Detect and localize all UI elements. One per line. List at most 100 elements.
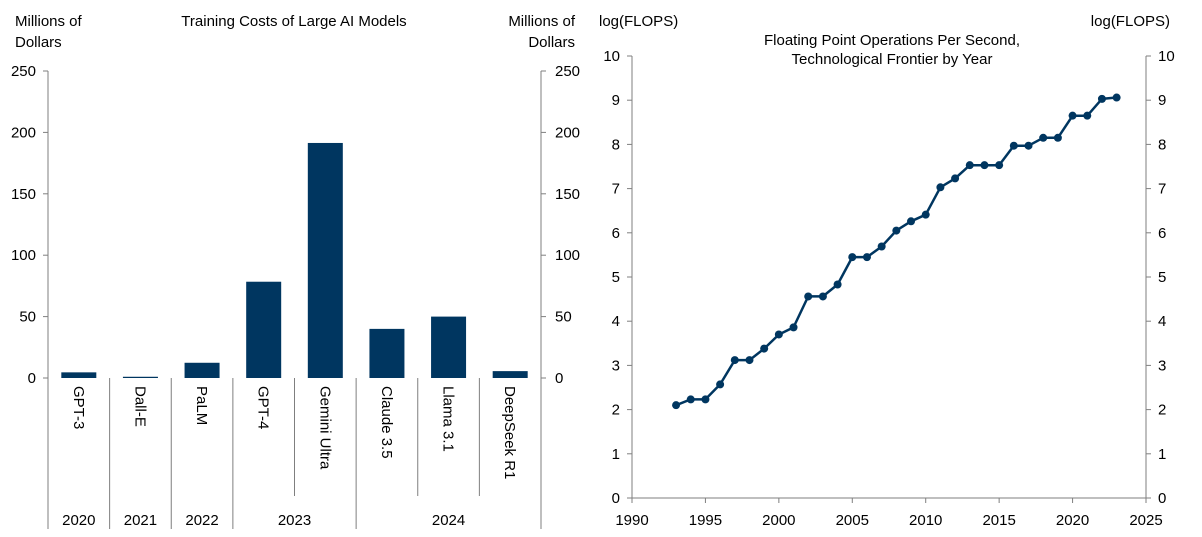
bar-year-label: 2021	[124, 512, 157, 529]
bar-left-tick-label: 0	[28, 370, 36, 387]
line-right-tick-label: 6	[1158, 225, 1166, 242]
bar	[369, 328, 405, 378]
bar-year-label: 2024	[432, 512, 465, 529]
bar-left-tick-label: 200	[11, 124, 36, 141]
flops-data-point	[995, 161, 1004, 170]
flops-data-point	[716, 380, 725, 389]
line-left-tick-label: 0	[612, 490, 620, 507]
line-left-tick-label: 9	[612, 92, 620, 109]
line-x-tick-label: 1995	[689, 512, 722, 529]
flops-data-point	[760, 344, 769, 353]
bar-category-label: DeepSeek R1	[501, 386, 518, 479]
flops-data-point	[1053, 133, 1062, 142]
flops-data-point	[745, 356, 754, 365]
line-right-tick-label: 4	[1158, 313, 1166, 330]
flops-data-point	[848, 253, 857, 262]
bar-category-label: Dall-E	[131, 386, 148, 427]
line-x-tick-label: 1990	[615, 512, 648, 529]
bar	[184, 362, 220, 378]
line-right-tick-label: 3	[1158, 357, 1166, 374]
flops-data-point	[1068, 111, 1077, 120]
flops-data-point	[1097, 94, 1106, 103]
bar	[122, 376, 158, 378]
bar-category-label: Claude 3.5	[378, 386, 395, 459]
flops-data-point	[774, 330, 783, 339]
line-left-tick-label: 3	[612, 357, 620, 374]
flops-data-point	[907, 217, 916, 226]
flops-data-point	[1009, 141, 1018, 150]
bar-year-label: 2023	[278, 512, 311, 529]
line-left-tick-label: 10	[603, 48, 620, 65]
bar-category-label: Gemini Ultra	[316, 386, 333, 470]
flops-data-point	[862, 253, 871, 262]
flops-data-point	[936, 183, 945, 192]
bar-category-label: GPT-4	[255, 386, 272, 429]
bar-category-label: GPT-3	[70, 386, 87, 429]
flops-data-point	[877, 242, 886, 251]
bar	[61, 372, 97, 378]
line-x-tick-label: 2000	[762, 512, 795, 529]
flops-data-point	[804, 292, 813, 301]
flops-data-point	[921, 210, 930, 219]
line-x-tick-label: 2025	[1129, 512, 1162, 529]
line-right-tick-label: 1	[1158, 446, 1166, 463]
line-left-tick-label: 1	[612, 446, 620, 463]
line-right-tick-label: 0	[1158, 490, 1166, 507]
line-right-tick-label: 7	[1158, 181, 1166, 198]
flops-data-point	[892, 226, 901, 235]
line-x-tick-label: 2005	[836, 512, 869, 529]
bar-chart: 0 0 50 50 100 100 150 150 200 200 250 250 GPT-3 Dall-…	[11, 63, 580, 529]
line-chart-title-line2: Technological Frontier by Year	[792, 51, 993, 68]
flops-data-point	[701, 395, 710, 404]
line-left-tick-label: 7	[612, 181, 620, 198]
line-left-tick-label: 8	[612, 136, 620, 153]
flops-data-point	[833, 280, 842, 289]
flops-data-point	[965, 161, 974, 170]
bar-left-tick-label: 250	[11, 63, 36, 80]
line-right-tick-label: 10	[1158, 48, 1175, 65]
flops-data-point	[818, 292, 827, 301]
bar-year-label: 2022	[185, 512, 218, 529]
bar-left-tick-label: 150	[11, 186, 36, 203]
line-right-tick-label: 9	[1158, 92, 1166, 109]
bar	[431, 316, 467, 378]
bar-right-tick-label: 250	[555, 63, 580, 80]
bar-right-tick-label: 150	[555, 186, 580, 203]
flops-data-point	[1112, 93, 1121, 102]
bar-right-ylabel-line1: Millions of	[508, 13, 576, 30]
bar-left-tick-label: 50	[19, 309, 36, 326]
bar-chart-title: Training Costs of Large AI Models	[181, 13, 406, 30]
line-right-tick-label: 5	[1158, 269, 1166, 286]
line-left-tick-label: 6	[612, 225, 620, 242]
line-right-tick-label: 8	[1158, 136, 1166, 153]
bar-right-tick-label: 0	[555, 370, 563, 387]
bar-left-ylabel-line2: Dollars	[15, 34, 62, 51]
line-right-ylabel: log(FLOPS)	[1091, 13, 1170, 30]
bar-category-label: Llama 3.1	[440, 386, 457, 452]
flops-data-point	[1024, 141, 1033, 150]
bar-right-ylabel-line2: Dollars	[528, 34, 575, 51]
flops-data-point	[672, 401, 681, 410]
flops-data-point	[980, 161, 989, 170]
bar	[492, 371, 528, 378]
bar-right-tick-label: 50	[555, 309, 572, 326]
line-left-tick-label: 2	[612, 402, 620, 419]
bar-left-tick-label: 100	[11, 247, 36, 264]
bar-left-ylabel-line1: Millions of	[15, 13, 83, 30]
line-right-tick-label: 2	[1158, 402, 1166, 419]
bar-right-tick-label: 100	[555, 247, 580, 264]
bar	[307, 142, 343, 378]
flops-data-point	[730, 356, 739, 365]
bar-right-tick-label: 200	[555, 124, 580, 141]
line-x-tick-label: 2020	[1056, 512, 1089, 529]
bar	[246, 281, 282, 378]
line-chart-title-line1: Floating Point Operations Per Second,	[764, 32, 1020, 49]
flops-data-point	[1083, 111, 1092, 120]
line-left-tick-label: 4	[612, 313, 620, 330]
line-x-tick-label: 2010	[909, 512, 942, 529]
flops-data-point	[789, 323, 798, 332]
flops-data-point	[1039, 133, 1048, 142]
line-left-ylabel: log(FLOPS)	[599, 13, 678, 30]
flops-data-point	[686, 395, 695, 404]
